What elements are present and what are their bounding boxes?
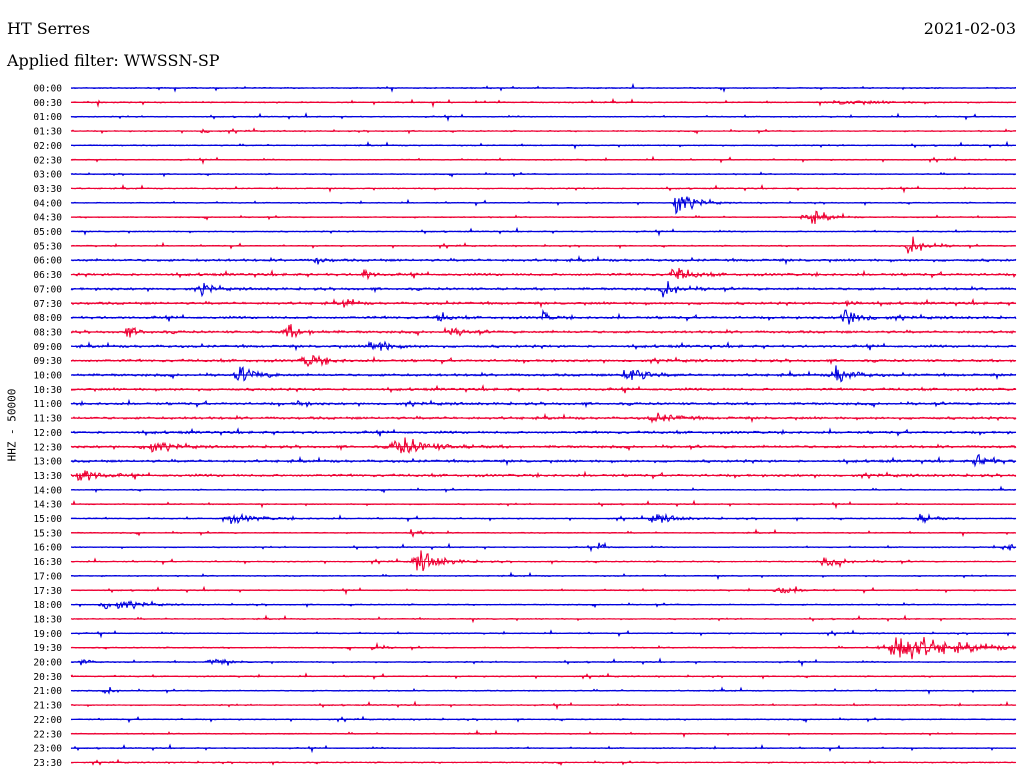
record-date: 2021-02-03 bbox=[923, 19, 1016, 38]
row-label-1830: 18:30 bbox=[33, 614, 62, 625]
trace-1630 bbox=[70, 550, 1017, 572]
row-label-1600: 16:00 bbox=[33, 543, 62, 554]
row-label-1730: 17:30 bbox=[33, 586, 62, 597]
row-label-1130: 11:30 bbox=[33, 414, 62, 425]
row-label-0200: 02:00 bbox=[33, 141, 62, 152]
row-label-1500: 15:00 bbox=[33, 514, 62, 525]
row-label-2000: 20:00 bbox=[33, 658, 62, 669]
trace-0400 bbox=[70, 196, 1017, 215]
row-label-0330: 03:30 bbox=[33, 184, 62, 195]
row-label-1930: 19:30 bbox=[33, 643, 62, 654]
row-label-0100: 01:00 bbox=[33, 112, 62, 123]
row-label-0530: 05:30 bbox=[33, 241, 62, 252]
trace-1600 bbox=[70, 541, 1017, 553]
seismic-traces bbox=[70, 82, 1017, 766]
row-label-0400: 04:00 bbox=[33, 198, 62, 209]
row-label-1700: 17:00 bbox=[33, 571, 62, 582]
row-label-0700: 07:00 bbox=[33, 284, 62, 295]
row-label-0000: 00:00 bbox=[33, 84, 62, 95]
row-label-1900: 19:00 bbox=[33, 629, 62, 640]
trace-0630 bbox=[70, 267, 1017, 281]
row-label-2100: 21:00 bbox=[33, 686, 62, 697]
trace-0530 bbox=[70, 236, 1017, 254]
row-label-0800: 08:00 bbox=[33, 313, 62, 324]
row-label-1330: 13:30 bbox=[33, 471, 62, 482]
row-label-2030: 20:30 bbox=[33, 672, 62, 683]
row-label-1430: 14:30 bbox=[33, 500, 62, 511]
row-label-1100: 11:00 bbox=[33, 399, 62, 410]
row-label-1230: 12:30 bbox=[33, 442, 62, 453]
filter-label: Applied filter: WWSSN-SP bbox=[7, 51, 220, 70]
row-label-0600: 06:00 bbox=[33, 256, 62, 267]
row-label-0730: 07:30 bbox=[33, 299, 62, 310]
row-label-0630: 06:30 bbox=[33, 270, 62, 281]
row-label-0430: 04:30 bbox=[33, 213, 62, 224]
trace-1230 bbox=[70, 437, 1017, 454]
row-label-1800: 18:00 bbox=[33, 600, 62, 611]
row-label-1000: 10:00 bbox=[33, 371, 62, 382]
row-label-0030: 00:30 bbox=[33, 98, 62, 109]
row-label-2200: 22:00 bbox=[33, 715, 62, 726]
row-label-1400: 14:00 bbox=[33, 485, 62, 496]
trace-0830 bbox=[71, 324, 1017, 339]
row-label-2130: 21:30 bbox=[33, 701, 62, 712]
trace-1300 bbox=[70, 453, 1017, 468]
row-label-2230: 22:30 bbox=[33, 729, 62, 740]
row-label-2300: 23:00 bbox=[33, 744, 62, 755]
row-label-0130: 01:30 bbox=[33, 127, 62, 138]
row-label-0830: 08:30 bbox=[33, 327, 62, 338]
row-label-1530: 15:30 bbox=[33, 528, 62, 539]
row-label-1030: 10:30 bbox=[33, 385, 62, 396]
station-title: HT Serres bbox=[7, 19, 91, 38]
row-label-0930: 09:30 bbox=[33, 356, 62, 367]
time-labels: 00:00 00:30 01:00 01:30 02:00 02:30 03:00 03:30… bbox=[33, 84, 62, 769]
row-label-1200: 12:00 bbox=[33, 428, 62, 439]
trace-1130 bbox=[70, 412, 1017, 424]
row-label-0500: 05:00 bbox=[33, 227, 62, 238]
row-label-0900: 09:00 bbox=[33, 342, 62, 353]
trace-1000 bbox=[70, 365, 1017, 383]
row-label-1630: 16:30 bbox=[33, 557, 62, 568]
row-label-2330: 23:30 bbox=[33, 758, 62, 769]
row-label-0300: 03:00 bbox=[33, 170, 62, 181]
row-label-1300: 13:00 bbox=[33, 457, 62, 468]
row-label-0230: 02:30 bbox=[33, 155, 62, 166]
